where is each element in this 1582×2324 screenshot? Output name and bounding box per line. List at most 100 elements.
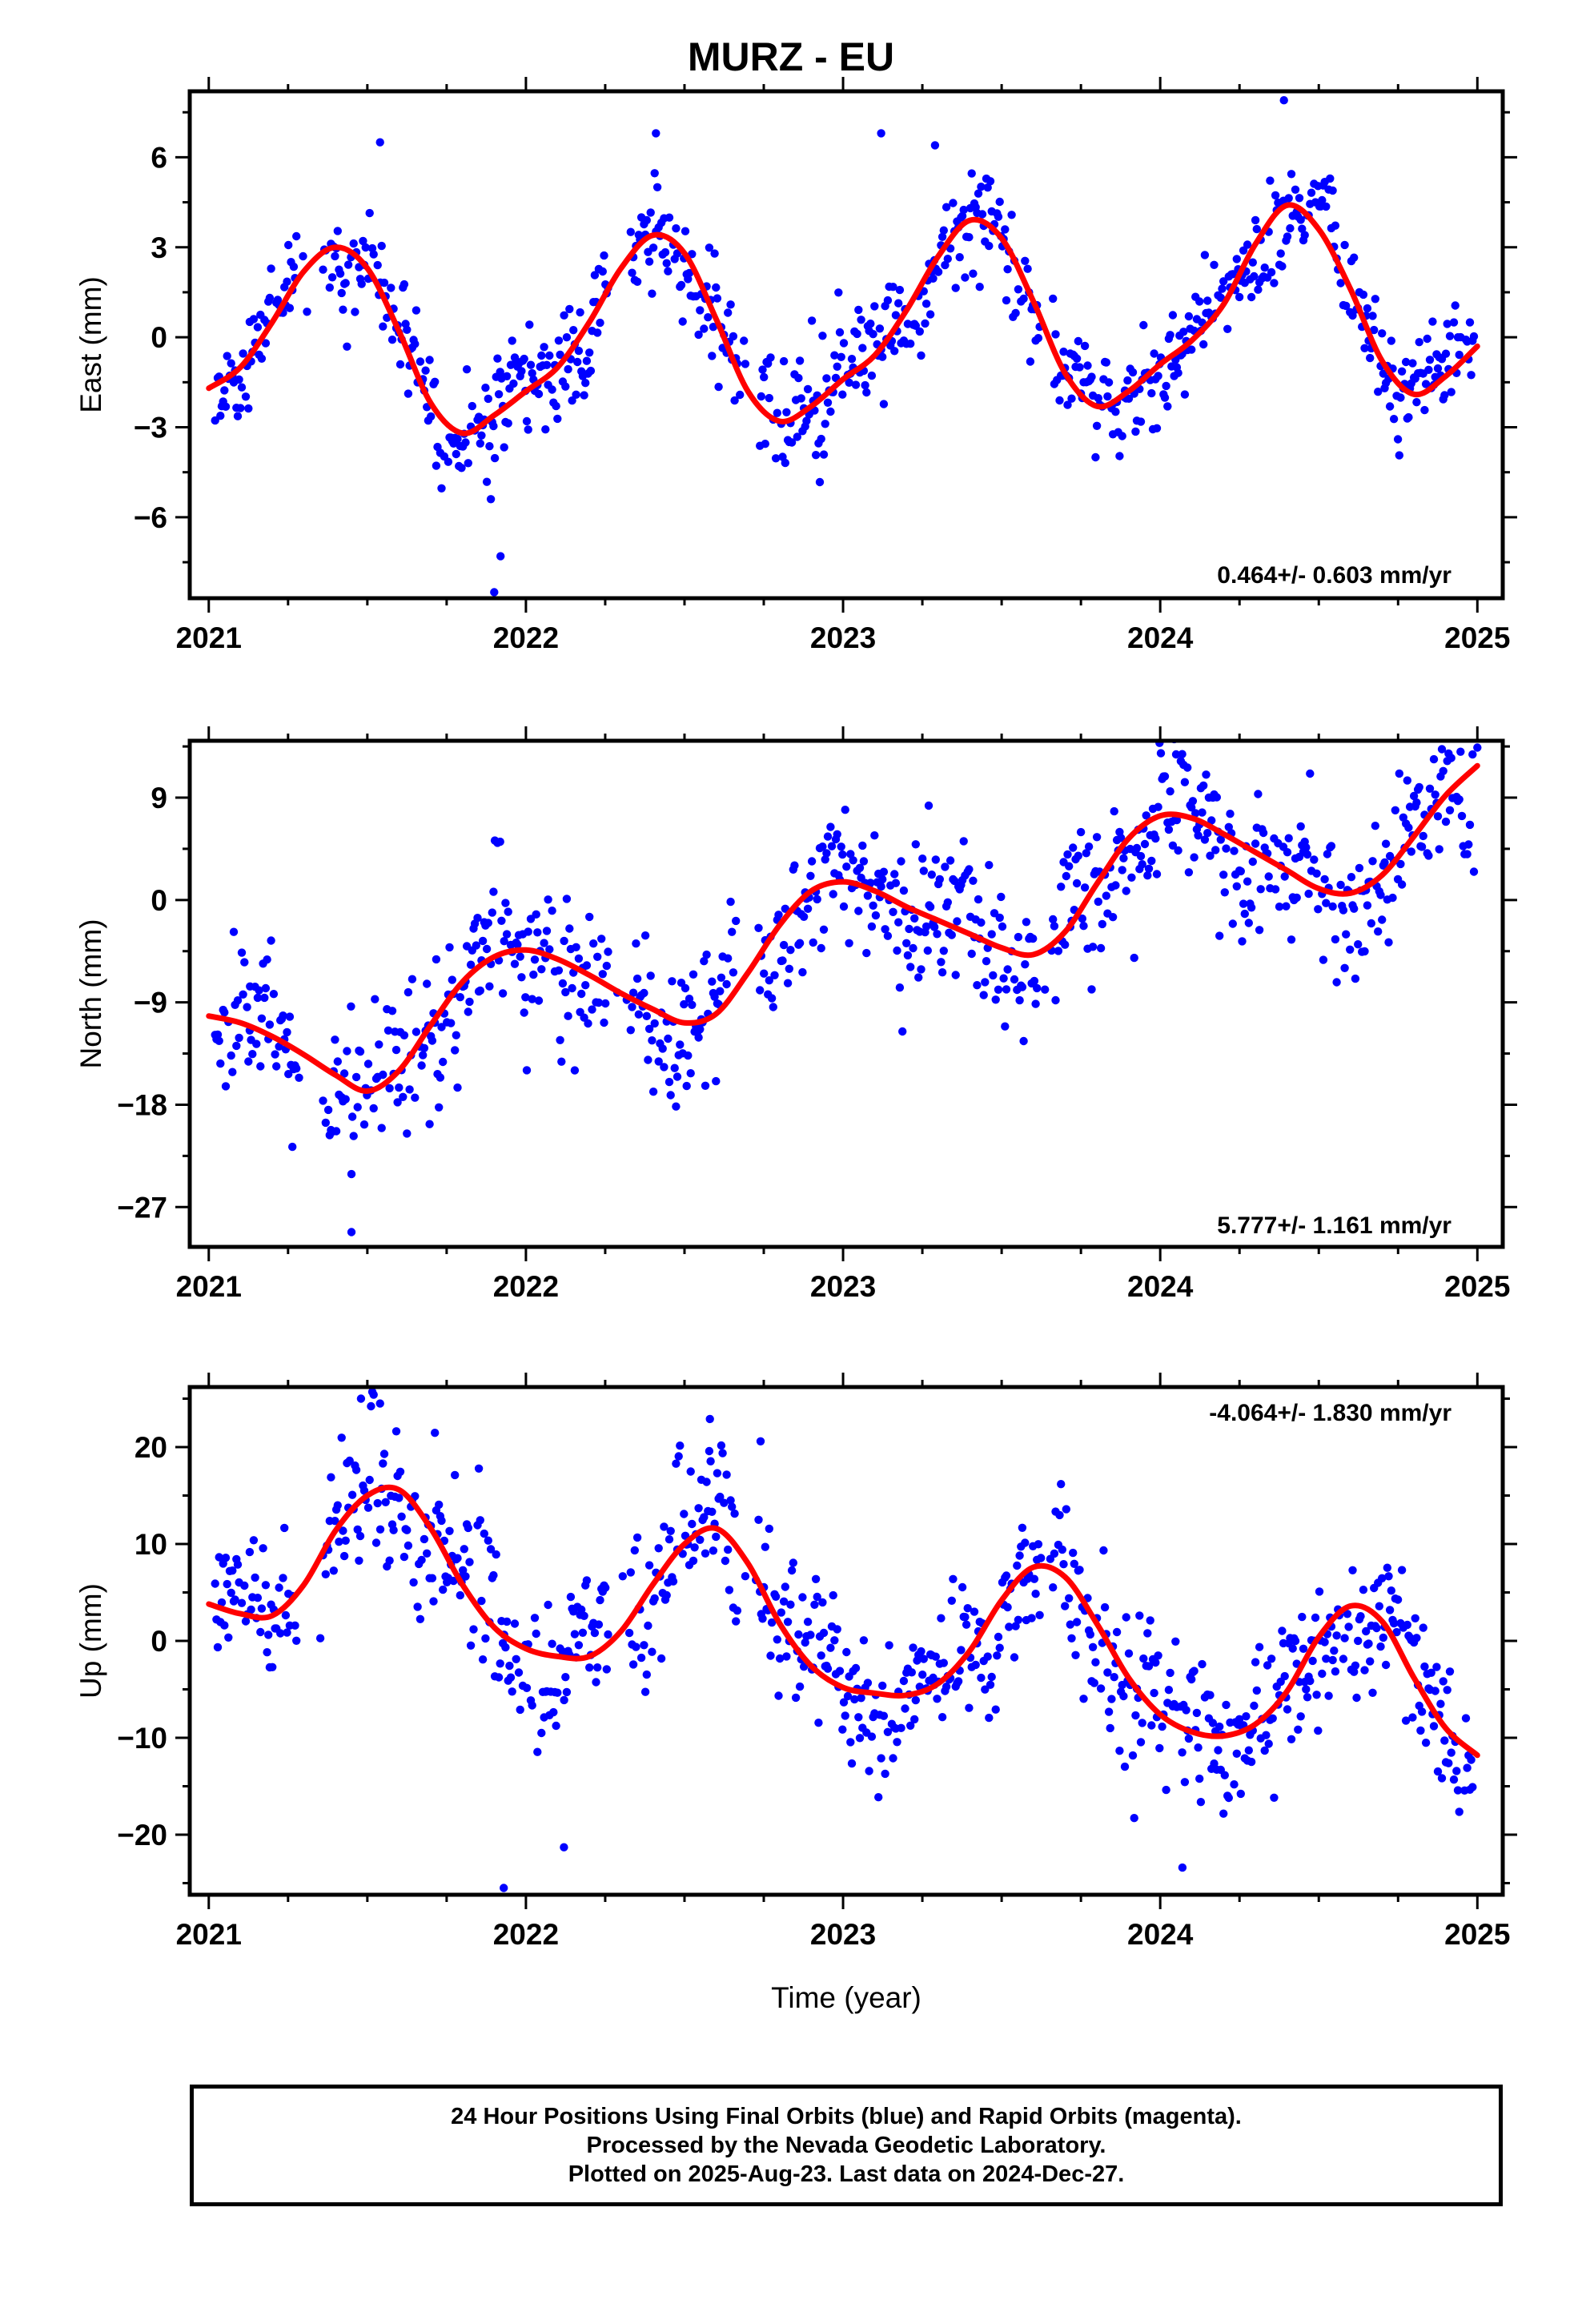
data-point bbox=[569, 326, 578, 335]
data-point bbox=[684, 1051, 693, 1060]
data-point bbox=[220, 1008, 229, 1017]
data-point bbox=[678, 317, 687, 326]
data-point bbox=[1291, 1636, 1300, 1646]
data-point bbox=[901, 1704, 909, 1713]
data-point bbox=[798, 1593, 807, 1602]
data-point bbox=[1425, 784, 1435, 793]
data-point bbox=[544, 1600, 552, 1610]
data-point bbox=[249, 315, 259, 324]
data-point bbox=[1002, 985, 1011, 994]
data-point bbox=[995, 197, 1004, 207]
data-point bbox=[389, 1526, 398, 1534]
data-point bbox=[1049, 915, 1058, 924]
data-point bbox=[1222, 1700, 1231, 1710]
data-point bbox=[447, 1019, 456, 1027]
east-frame bbox=[187, 89, 1505, 601]
data-point bbox=[660, 1522, 669, 1531]
data-point bbox=[560, 936, 568, 946]
data-point bbox=[582, 356, 592, 365]
data-point bbox=[239, 990, 247, 999]
data-point bbox=[813, 895, 821, 904]
data-point bbox=[1433, 812, 1443, 821]
data-point bbox=[404, 987, 413, 997]
data-point bbox=[1393, 1595, 1403, 1604]
data-point bbox=[1112, 1627, 1122, 1637]
data-point bbox=[349, 239, 358, 248]
data-point bbox=[1378, 329, 1387, 338]
east-rate-label: 0.464+/- 0.603 mm/yr bbox=[1217, 562, 1452, 589]
data-point bbox=[474, 1464, 484, 1474]
data-point bbox=[662, 259, 671, 267]
data-point bbox=[413, 1602, 422, 1611]
data-point bbox=[1378, 1574, 1387, 1583]
data-point bbox=[954, 1677, 963, 1686]
data-point bbox=[598, 970, 607, 979]
data-point bbox=[253, 1594, 263, 1602]
data-point bbox=[391, 1427, 401, 1436]
data-point bbox=[636, 1653, 646, 1663]
data-point bbox=[597, 935, 606, 943]
data-point bbox=[839, 339, 849, 348]
data-point bbox=[464, 1523, 472, 1533]
data-point bbox=[937, 958, 946, 967]
data-point bbox=[288, 1142, 297, 1152]
data-point bbox=[1441, 817, 1451, 826]
data-point bbox=[588, 1005, 596, 1014]
data-point bbox=[1199, 340, 1208, 349]
data-point bbox=[243, 1003, 251, 1011]
data-point bbox=[268, 1663, 277, 1671]
data-point bbox=[577, 1605, 586, 1614]
data-point bbox=[437, 1023, 446, 1031]
data-point bbox=[965, 233, 974, 242]
data-point bbox=[1018, 983, 1027, 991]
data-point bbox=[1154, 1651, 1162, 1660]
data-point bbox=[730, 1509, 739, 1518]
data-point bbox=[1263, 1661, 1272, 1670]
data-point bbox=[452, 1031, 460, 1039]
data-point bbox=[1331, 1667, 1340, 1676]
data-point bbox=[686, 1069, 695, 1078]
data-point bbox=[365, 208, 374, 218]
data-point bbox=[400, 1031, 409, 1040]
data-point bbox=[1251, 215, 1260, 225]
data-point bbox=[532, 910, 540, 919]
data-point bbox=[486, 495, 496, 504]
data-point bbox=[1408, 359, 1417, 368]
data-point bbox=[1207, 816, 1216, 825]
data-point bbox=[1108, 913, 1118, 922]
data-point bbox=[1055, 396, 1064, 405]
data-point bbox=[939, 226, 949, 235]
data-point bbox=[542, 927, 552, 935]
up-fit-line bbox=[206, 1484, 1480, 1759]
data-point bbox=[565, 924, 574, 933]
data-point bbox=[319, 265, 327, 274]
data-point bbox=[998, 922, 1007, 931]
data-point bbox=[1318, 195, 1327, 205]
data-point bbox=[585, 1663, 594, 1672]
data-point bbox=[331, 1517, 339, 1526]
data-point bbox=[981, 1685, 990, 1694]
data-point bbox=[1437, 745, 1447, 754]
data-point bbox=[1162, 381, 1170, 391]
data-point bbox=[252, 1039, 261, 1048]
data-point bbox=[223, 1579, 231, 1589]
data-point bbox=[823, 398, 833, 407]
data-point bbox=[807, 316, 817, 325]
data-point bbox=[437, 1516, 446, 1526]
data-point bbox=[817, 434, 825, 444]
data-point bbox=[1069, 843, 1078, 852]
north-ytick-label: 0 bbox=[151, 884, 167, 917]
data-point bbox=[710, 249, 719, 258]
data-point bbox=[1247, 292, 1256, 302]
data-point bbox=[779, 356, 789, 366]
data-point bbox=[1119, 1691, 1128, 1701]
data-point bbox=[469, 1625, 478, 1634]
data-point bbox=[766, 1651, 775, 1660]
data-point bbox=[760, 372, 769, 382]
data-point bbox=[1154, 802, 1162, 811]
data-point bbox=[445, 1526, 454, 1536]
data-point bbox=[1340, 240, 1349, 250]
data-point bbox=[817, 1651, 825, 1660]
data-point bbox=[733, 1606, 742, 1615]
data-point bbox=[781, 458, 789, 468]
